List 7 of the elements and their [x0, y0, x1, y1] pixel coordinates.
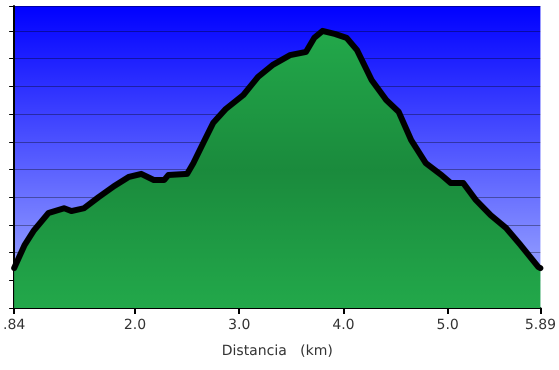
x-axis-title: Distancia (km)	[222, 343, 333, 359]
x-tick-label: 3.0	[228, 317, 250, 333]
x-tick-label: .84	[3, 317, 26, 333]
x-tick-label: 5.89	[524, 317, 556, 333]
x-tick-label: 4.0	[332, 317, 355, 333]
x-tick-label: 5.0	[436, 317, 459, 333]
x-tick-label: 2.0	[124, 317, 146, 333]
